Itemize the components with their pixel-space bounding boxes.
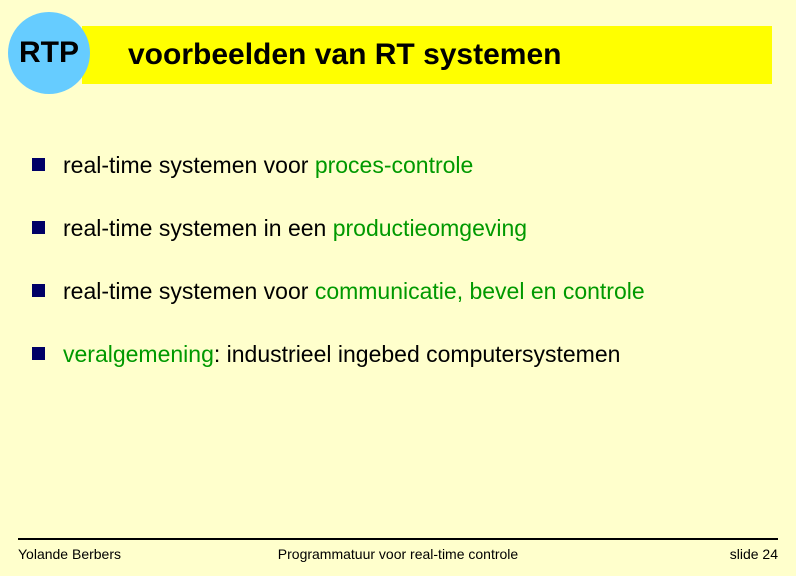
list-item: real-time systemen voor proces-controle [32, 150, 776, 181]
footer-slide-num: slide 24 [730, 546, 778, 562]
footer-rule [18, 538, 778, 540]
square-bullet-icon [32, 284, 45, 297]
square-bullet-icon [32, 221, 45, 234]
list-item: real-time systemen in een productieomgev… [32, 213, 776, 244]
slide-title: voorbeelden van RT systemen [82, 26, 772, 84]
text-span: veralgemening [63, 341, 214, 367]
list-item: veralgemening: industrieel ingebed compu… [32, 339, 776, 370]
rtp-badge: RTP [8, 12, 90, 94]
text-span: productieomgeving [333, 215, 527, 241]
text-span: : industrieel ingebed computersystemen [214, 341, 621, 367]
list-item-text: real-time systemen voor proces-controle [63, 150, 473, 181]
text-span: communicatie, bevel en controle [315, 278, 645, 304]
text-span: real-time systemen voor [63, 152, 315, 178]
list-item: real-time systemen voor communicatie, be… [32, 276, 776, 307]
bullet-list: real-time systemen voor proces-controler… [32, 150, 776, 402]
list-item-text: real-time systemen in een productieomgev… [63, 213, 527, 244]
list-item-text: veralgemening: industrieel ingebed compu… [63, 339, 620, 370]
list-item-text: real-time systemen voor communicatie, be… [63, 276, 645, 307]
text-span: real-time systemen in een [63, 215, 333, 241]
text-span: proces-controle [315, 152, 474, 178]
footer-course: Programmatuur voor real-time controle [18, 546, 778, 562]
slide-header: RTP voorbeelden van RT systemen [8, 18, 772, 90]
square-bullet-icon [32, 158, 45, 171]
text-span: real-time systemen voor [63, 278, 315, 304]
square-bullet-icon [32, 347, 45, 360]
